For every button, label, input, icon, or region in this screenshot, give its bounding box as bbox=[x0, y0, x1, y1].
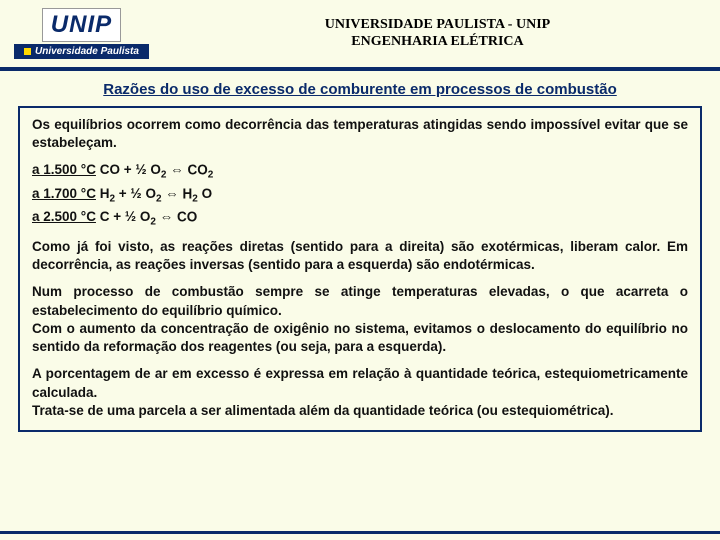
para4b-text: Trata-se de uma parcela a ser alimentada… bbox=[32, 403, 613, 418]
header: UNIP Universidade Paulista UNIVERSIDADE … bbox=[0, 0, 720, 65]
eq1-left: CO + ½ O bbox=[100, 162, 161, 177]
logo-dot-icon bbox=[24, 48, 31, 55]
eq3-arrow-icon: ⇔ CO bbox=[160, 207, 198, 227]
equation-1: a 1.500 °C CO + ½ O2 ⇔ CO2 bbox=[32, 161, 688, 182]
logo: UNIP Universidade Paulista bbox=[14, 8, 149, 59]
eq2-right: O bbox=[202, 186, 213, 201]
header-title-1: UNIVERSIDADE PAULISTA - UNIP bbox=[169, 17, 706, 34]
eq2-sub3: 2 bbox=[192, 193, 198, 204]
content-box: Os equilíbrios ocorrem como decorrência … bbox=[18, 106, 702, 432]
equations-block: a 1.500 °C CO + ½ O2 ⇔ CO2 a 1.700 °C H2… bbox=[32, 161, 688, 229]
eq1-arrow-icon: ⇔ CO bbox=[170, 161, 208, 181]
para3a-text: Num processo de combustão sempre se atin… bbox=[32, 284, 688, 317]
equation-2: a 1.700 °C H2 + ½ O2 ⇔ H2 O bbox=[32, 185, 688, 206]
paragraph-3: Num processo de combustão sempre se atin… bbox=[32, 283, 688, 356]
eq3-sub1: 2 bbox=[150, 217, 156, 228]
eq2-h: H bbox=[100, 186, 110, 201]
temp-2: a 1.700 °C bbox=[32, 186, 96, 201]
header-titles: UNIVERSIDADE PAULISTA - UNIP ENGENHARIA … bbox=[169, 17, 706, 51]
footer-divider bbox=[0, 531, 720, 534]
eq2-sub1: 2 bbox=[109, 193, 115, 204]
para3b-text: Com o aumento da concentração de oxigêni… bbox=[32, 321, 688, 354]
eq2-o: + ½ O bbox=[119, 186, 156, 201]
intro-text: Os equilíbrios ocorrem como decorrência … bbox=[32, 117, 688, 150]
eq3-left: C + ½ O bbox=[100, 209, 151, 224]
para2-text: Como já foi visto, as reações diretas (s… bbox=[32, 239, 688, 272]
eq1-sub2: 2 bbox=[208, 170, 214, 181]
temp-3: a 2.500 °C bbox=[32, 209, 96, 224]
section-title: Razões do uso de excesso de comburente e… bbox=[0, 71, 720, 106]
header-title-2: ENGENHARIA ELÉTRICA bbox=[169, 34, 706, 51]
eq1-sub1: 2 bbox=[161, 170, 167, 181]
eq2-arrow-icon: ⇔ H bbox=[165, 184, 192, 204]
paragraph-4: A porcentagem de ar em excesso é express… bbox=[32, 365, 688, 420]
logo-top: UNIP bbox=[42, 8, 121, 42]
logo-bottom-text: Universidade Paulista bbox=[35, 46, 139, 57]
paragraph-2: Como já foi visto, as reações diretas (s… bbox=[32, 238, 688, 274]
intro-paragraph: Os equilíbrios ocorrem como decorrência … bbox=[32, 116, 688, 152]
logo-bottom: Universidade Paulista bbox=[14, 44, 149, 59]
temp-1: a 1.500 °C bbox=[32, 162, 96, 177]
eq2-sub2: 2 bbox=[156, 193, 162, 204]
equation-3: a 2.500 °C C + ½ O2 ⇔ CO bbox=[32, 208, 688, 229]
logo-top-text: UNIP bbox=[51, 11, 112, 38]
para4a-text: A porcentagem de ar em excesso é express… bbox=[32, 366, 688, 399]
